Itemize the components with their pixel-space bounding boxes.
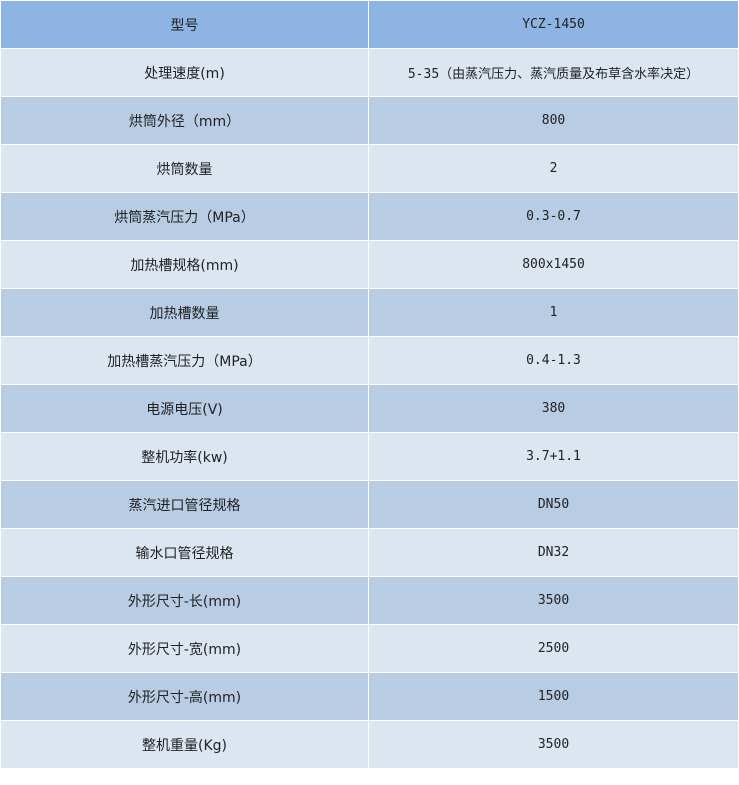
spec-value: 0.4-1.3 [368, 336, 739, 385]
spec-label: 输水口管径规格 [0, 528, 369, 577]
spec-label: 整机功率(kw) [0, 432, 369, 481]
spec-value: 800 [368, 96, 739, 145]
spec-label: 处理速度(m) [0, 48, 369, 97]
spec-label: 蒸汽进口管径规格 [0, 480, 369, 529]
spec-value: 3500 [368, 576, 739, 625]
spec-value: DN32 [368, 528, 739, 577]
table-row: 加热槽数量 1 [0, 288, 739, 337]
table-row: 外形尺寸-高(mm) 1500 [0, 672, 739, 721]
table-row: 烘筒外径（mm） 800 [0, 96, 739, 145]
table-row: 外形尺寸-宽(mm) 2500 [0, 624, 739, 673]
spec-value: 800x1450 [368, 240, 739, 289]
table-row: 加热槽蒸汽压力（MPa） 0.4-1.3 [0, 336, 739, 385]
table-row: 整机重量(Kg) 3500 [0, 720, 739, 769]
spec-value: 2 [368, 144, 739, 193]
spec-label: 加热槽数量 [0, 288, 369, 337]
spec-label: 加热槽规格(mm) [0, 240, 369, 289]
spec-value: 1500 [368, 672, 739, 721]
spec-label: 外形尺寸-高(mm) [0, 672, 369, 721]
spec-label: 电源电压(V) [0, 384, 369, 433]
table-row: 蒸汽进口管径规格 DN50 [0, 480, 739, 529]
spec-value: DN50 [368, 480, 739, 529]
header-label: 型号 [0, 0, 369, 49]
table-row: 整机功率(kw) 3.7+1.1 [0, 432, 739, 481]
table-row: 处理速度(m) 5-35（由蒸汽压力、蒸汽质量及布草含水率决定） [0, 48, 739, 97]
spec-label: 外形尺寸-长(mm) [0, 576, 369, 625]
table-row: 电源电压(V) 380 [0, 384, 739, 433]
spec-label: 整机重量(Kg) [0, 720, 369, 769]
spec-value: 3.7+1.1 [368, 432, 739, 481]
spec-label: 加热槽蒸汽压力（MPa） [0, 336, 369, 385]
spec-table: 型号 YCZ-1450 处理速度(m) 5-35（由蒸汽压力、蒸汽质量及布草含水率… [0, 0, 739, 769]
spec-value: 0.3-0.7 [368, 192, 739, 241]
table-row: 外形尺寸-长(mm) 3500 [0, 576, 739, 625]
spec-value: 2500 [368, 624, 739, 673]
spec-value: 3500 [368, 720, 739, 769]
table-row: 加热槽规格(mm) 800x1450 [0, 240, 739, 289]
table-row: 烘筒蒸汽压力（MPa） 0.3-0.7 [0, 192, 739, 241]
table-header-row: 型号 YCZ-1450 [0, 0, 739, 49]
table-row: 烘筒数量 2 [0, 144, 739, 193]
header-value: YCZ-1450 [368, 0, 739, 49]
spec-value: 380 [368, 384, 739, 433]
table-row: 输水口管径规格 DN32 [0, 528, 739, 577]
spec-value: 1 [368, 288, 739, 337]
spec-label: 外形尺寸-宽(mm) [0, 624, 369, 673]
spec-label: 烘筒蒸汽压力（MPa） [0, 192, 369, 241]
spec-value: 5-35（由蒸汽压力、蒸汽质量及布草含水率决定） [368, 48, 739, 97]
spec-label: 烘筒数量 [0, 144, 369, 193]
spec-label: 烘筒外径（mm） [0, 96, 369, 145]
